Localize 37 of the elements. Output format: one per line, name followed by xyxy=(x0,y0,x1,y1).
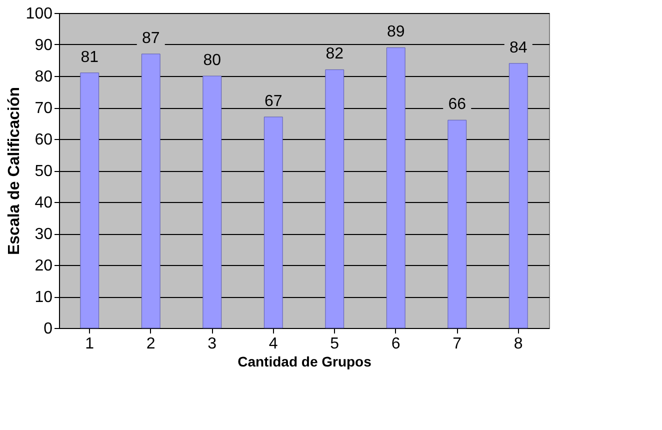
x-tick-label: 2 xyxy=(146,336,156,352)
bar xyxy=(325,69,344,328)
x-tick-label: 3 xyxy=(208,336,217,352)
bar xyxy=(448,120,467,328)
bar xyxy=(508,63,528,328)
x-tick-label: 7 xyxy=(452,336,462,352)
y-tick-label: 0 xyxy=(44,320,53,338)
y-tick-label: 80 xyxy=(34,68,53,86)
y-axis-title: Escala de Calificación xyxy=(6,86,23,256)
y-tick-label: 30 xyxy=(34,226,53,243)
bar xyxy=(264,116,283,328)
bar xyxy=(386,47,406,328)
x-tick-label: 5 xyxy=(330,336,340,352)
data-label: 66 xyxy=(448,96,466,114)
x-axis-title: Cantidad de Grupos xyxy=(238,354,372,370)
y-tick-label: 20 xyxy=(34,258,53,274)
data-label: 89 xyxy=(386,24,405,41)
y-tick-label: 10 xyxy=(34,289,53,306)
x-tick-label: 4 xyxy=(268,336,278,352)
y-tick-label: 100 xyxy=(26,6,53,22)
y-tick-label: 70 xyxy=(34,100,53,117)
data-label: 80 xyxy=(203,52,222,69)
data-label: 67 xyxy=(264,92,282,110)
bar xyxy=(141,54,160,328)
x-tick-label: 6 xyxy=(391,336,400,352)
data-label: 82 xyxy=(326,46,344,63)
y-tick-label: 40 xyxy=(34,194,53,212)
data-label: 81 xyxy=(80,48,99,66)
y-tick-label: 50 xyxy=(34,163,53,180)
y-tick-label: 60 xyxy=(34,132,53,148)
data-label: 87 xyxy=(142,30,160,47)
bar xyxy=(80,72,100,328)
data-label: 84 xyxy=(509,39,528,56)
x-tick-label: 8 xyxy=(514,336,523,352)
bar xyxy=(202,76,222,328)
y-tick-label: 90 xyxy=(34,37,53,54)
x-tick-label: 1 xyxy=(85,336,94,352)
